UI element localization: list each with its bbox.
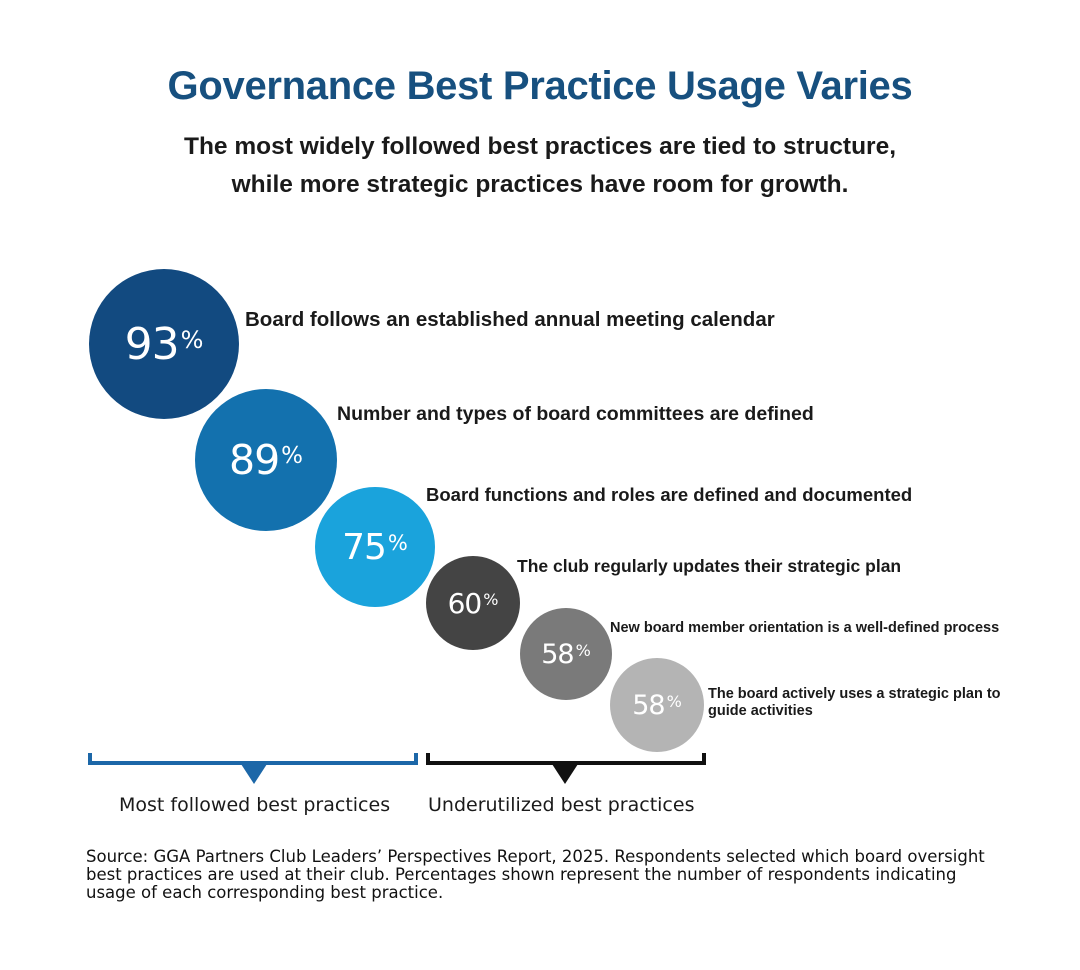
- bubble-value: 58: [541, 638, 574, 670]
- bubble-label-6: The board actively uses a strategic plan…: [708, 686, 1001, 720]
- subtitle-line-1: The most widely followed best practices …: [183, 133, 897, 160]
- most-followed-arrow: [241, 764, 267, 784]
- bubble-value: 60: [447, 586, 483, 620]
- bubble-percent-sign: %: [281, 443, 304, 469]
- bubble-89-2: 89%: [195, 389, 337, 531]
- chart-title: Governance Best Practice Usage Varies: [167, 64, 913, 108]
- most-followed-bracket: [88, 753, 418, 765]
- source-note: Source: GGA Partners Club Leaders’ Persp…: [86, 847, 985, 902]
- bubble-75-3: 75%: [315, 487, 435, 607]
- underutilized-bracket: [426, 753, 706, 765]
- bubble-value: 89: [228, 436, 280, 484]
- bubble-label-5: New board member orientation is a well-d…: [610, 620, 1000, 636]
- bubble-label-1: Board follows an established annual meet…: [245, 308, 775, 331]
- chart-subtitle: The most widely followed best practices …: [0, 128, 1080, 204]
- bubble-60-4: 60%: [426, 556, 520, 650]
- bubble-percent-sign: %: [575, 640, 591, 660]
- bubble-percent-sign: %: [387, 531, 408, 555]
- most-followed-label: Most followed best practices: [119, 794, 391, 816]
- underutilized-arrow: [552, 764, 578, 784]
- bubble-value: 93: [124, 318, 180, 370]
- bubble-percent-sign: %: [666, 691, 682, 711]
- bubble-percent-sign: %: [180, 326, 204, 354]
- bubble-label-3: Board functions and roles are defined an…: [426, 484, 913, 505]
- bubble-label-2: Number and types of board committees are…: [337, 403, 814, 425]
- underutilized-label: Underutilized best practices: [428, 794, 695, 816]
- bubble-label-4: The club regularly updates their strateg…: [517, 556, 902, 576]
- subtitle-line-2: while more strategic practices have room…: [231, 171, 849, 198]
- bubble-percent-sign: %: [483, 589, 499, 609]
- bubble-58-6: 58%: [610, 658, 704, 752]
- bubble-value: 58: [632, 689, 665, 721]
- bubble-58-5: 58%: [520, 608, 612, 700]
- bubble-value: 75: [342, 526, 387, 568]
- bubble-93-1: 93%: [89, 269, 239, 419]
